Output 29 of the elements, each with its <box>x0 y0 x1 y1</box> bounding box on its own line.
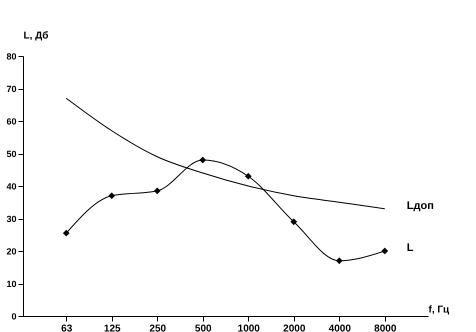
y-tick-label: 70 <box>6 84 16 94</box>
y-tick-label: 50 <box>6 149 16 159</box>
point <box>108 192 116 200</box>
y-tick-label: 10 <box>6 279 16 289</box>
x-tick-label: 2000 <box>283 324 306 332</box>
point <box>154 188 161 194</box>
y-tick-label: 20 <box>6 246 16 256</box>
x-tick-label: 4000 <box>328 324 352 332</box>
y-tick-label: 0 <box>11 312 16 322</box>
point <box>336 257 343 264</box>
point <box>244 172 252 180</box>
x-tick-label: 8000 <box>374 324 397 332</box>
y-tick-label: 60 <box>6 116 16 126</box>
y-tick-label: 40 <box>6 182 16 192</box>
text: Lдоп <box>406 200 434 212</box>
series-label: L <box>406 242 414 254</box>
point <box>199 156 206 164</box>
y-tick-label: 30 <box>6 214 16 224</box>
y-axis-title: L, Дб <box>24 30 48 42</box>
x-tick-label: 500 <box>194 324 212 332</box>
x-tick-label: 125 <box>104 324 122 332</box>
x-axis-title: f, Гц <box>428 304 450 316</box>
y-tick-label: 80 <box>6 52 16 62</box>
point <box>62 230 70 236</box>
point <box>290 218 298 226</box>
point <box>381 248 388 254</box>
x-tick-label: 63 <box>61 324 73 332</box>
x-tick-label: 250 <box>149 324 167 332</box>
x-tick-label: 1000 <box>238 324 260 332</box>
